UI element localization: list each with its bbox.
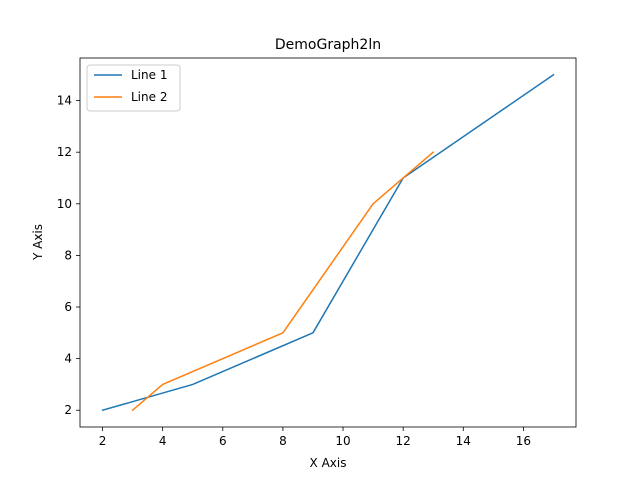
x-tick-label: 10: [335, 434, 350, 448]
y-tick-label: 6: [64, 300, 72, 314]
y-tick-label: 14: [57, 94, 72, 108]
plot-frame: [79, 57, 577, 428]
x-tick-label: 14: [456, 434, 471, 448]
y-tick-label: 10: [57, 197, 72, 211]
x-tick-label: 12: [396, 434, 411, 448]
y-axis-label: Y Axis: [31, 224, 45, 261]
legend: Line 1 Line 2: [86, 64, 181, 112]
plot-area: [101, 73, 555, 412]
y-tick-label: 4: [64, 352, 72, 366]
y-tick-label: 2: [64, 403, 72, 417]
x-tick-label: 6: [219, 434, 227, 448]
legend-label-1: Line 1: [131, 68, 167, 82]
x-tick-label: 4: [159, 434, 167, 448]
x-tick-label: 2: [99, 434, 107, 448]
y-tick-label: 8: [64, 248, 72, 262]
x-tick-label: 16: [516, 434, 531, 448]
legend-label-2: Line 2: [131, 90, 167, 104]
x-axis-label: X Axis: [310, 456, 347, 470]
y-axis: 2 4 6 8 10 12 14: [57, 94, 80, 417]
series-line-1: [101, 73, 555, 412]
x-tick-label: 8: [279, 434, 287, 448]
series-line-2: [131, 151, 435, 412]
chart-title: DemoGraph2ln: [275, 37, 381, 53]
x-axis: 2 4 6 8 10 12 14 16: [99, 427, 531, 448]
legend-box: [86, 64, 181, 112]
y-tick-label: 12: [57, 145, 72, 159]
